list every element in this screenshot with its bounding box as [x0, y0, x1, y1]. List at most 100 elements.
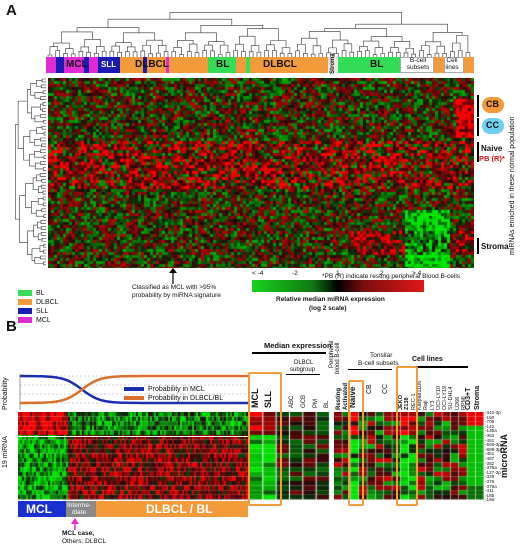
cb-label: CB — [486, 99, 499, 109]
colorbar-ticks: < -4 -2 1 2 > 4 — [252, 270, 424, 280]
cell-lines-rule — [398, 366, 468, 368]
group-label-bl-1: BL — [216, 59, 230, 70]
naive-highlight-box — [348, 380, 364, 506]
legend-swatch — [18, 317, 32, 324]
group-label-mcl: MCL — [66, 59, 88, 70]
median-col-gcb: GCB — [301, 394, 307, 408]
group-label-stroma: Stroma — [330, 53, 336, 74]
heatmap-divider — [18, 436, 248, 437]
mirna-row-label: -376a — [485, 465, 497, 471]
legend-swatch — [18, 290, 32, 297]
arrow-caption-1: Classified as MCL with >95% — [132, 284, 217, 291]
panel-b-letter: B — [6, 318, 17, 335]
colorbar-tick: > 4 — [412, 270, 422, 277]
footnote-pbr: *PB (R) indicate resting peripheral Bloo… — [322, 273, 461, 280]
median-expression-rule — [252, 352, 326, 354]
cell-lines-title: Cell lines — [412, 356, 443, 363]
naive-bracket — [477, 142, 479, 162]
intermediate-label-1: Interme- — [67, 502, 92, 509]
mcl-sll-highlight-box — [248, 372, 282, 506]
mirna-row-label: -135a — [485, 428, 497, 434]
legend-swatch — [18, 299, 32, 306]
median-col-abc: ABC — [289, 395, 295, 408]
median-col-bl: BL — [324, 400, 330, 408]
mirna-row-label: -127-3p — [485, 469, 501, 475]
group-label-dlbcl-2: DLBCL — [263, 59, 297, 70]
mirna-row-label: -150 — [485, 414, 495, 420]
colorbar-tick: 1 — [336, 270, 340, 277]
median-col-pm: PM — [313, 399, 319, 408]
expression-colorbar — [252, 280, 424, 292]
intermediate-group-bar — [66, 501, 96, 517]
mirna-row-label: -596-3p — [485, 442, 501, 448]
dlbcl-bl-group-bar — [96, 501, 248, 517]
microrna-axis-label: microRNA — [499, 433, 509, 478]
mcl-case-label: MCL case, — [62, 530, 95, 537]
cc-label: CC — [486, 120, 499, 130]
stroma-bracket — [477, 238, 479, 254]
dlbcl-subgroup-label-1: DLBCL — [294, 360, 314, 366]
mcl-case-others: Others: DLBCL — [62, 538, 107, 545]
intermediate-label-2: diate — [72, 509, 87, 516]
probability-legend: Probability in MCL Probability in DLBCL/B… — [124, 385, 223, 403]
mirna-row-label: -18b — [485, 492, 495, 498]
enriched-caption: miRNAs enriched in these normal populati… — [509, 116, 516, 255]
mirna-row-label: -19a — [485, 497, 495, 503]
mcl-group-label: MCL — [26, 502, 52, 516]
mirna-row-label: -709 — [485, 419, 495, 425]
row-dendrogram — [15, 78, 46, 266]
mcl-group-bar — [18, 501, 66, 517]
mirna-row-label: -487 — [485, 456, 495, 461]
sample-legend: BL DLBCL SLL MCL — [18, 289, 59, 325]
cc-bracket — [477, 118, 479, 136]
reference-profile-heatmap — [334, 412, 484, 500]
cd3-col: CD3+T — [465, 387, 472, 410]
tonsilar-label-2: B-cell subsets — [358, 360, 399, 367]
mcl-case-arrow-icon — [71, 518, 79, 530]
arrow-caption-2: probability by miRNA signature — [132, 292, 221, 299]
peripheral-label-2: blood B-cell — [335, 342, 341, 374]
cc-badge — [482, 118, 504, 134]
mirna-row-label: -342-3p — [485, 410, 501, 415]
mirna-row-label: -363 — [485, 433, 495, 438]
colorbar-title-1: Relative median miRNA expression — [276, 296, 385, 303]
panel-a-letter: A — [6, 2, 17, 19]
dlbcl-subgroup-label-2: subgroup — [290, 367, 316, 373]
sample-type-band — [46, 57, 474, 73]
legend-swatch — [18, 308, 32, 315]
group-label-bl-2: BL — [370, 59, 384, 70]
cb-badge — [482, 97, 504, 113]
colorbar-tick: -2 — [292, 270, 298, 277]
median-expression-title: Median expression — [264, 341, 332, 350]
prob-legend-item: Probability in MCL — [124, 385, 223, 394]
stroma-label: Stroma — [481, 242, 509, 251]
mirna-row-label: -411 — [485, 488, 494, 494]
naive-label: Naive — [481, 144, 503, 153]
colorbar-tick: < -4 — [252, 270, 264, 277]
mirna-row-label: -376a — [485, 483, 497, 489]
prob-legend-item: Probability in DLBCL/BL — [124, 394, 223, 403]
mirna-row-label: -451 — [485, 451, 495, 457]
pbr-label: PB (R)* — [479, 154, 505, 163]
legend-item-mcl: MCL — [18, 316, 59, 325]
mirna-row-label: -451 — [485, 437, 495, 443]
tonsil-col-cb: CB — [366, 384, 373, 394]
tonsil-col-cc: CC — [382, 383, 389, 394]
probability-label: Probability — [2, 377, 9, 410]
mirna-row-label: -382 — [485, 460, 495, 466]
tonsilar-label-1: Tonsilar — [370, 352, 393, 359]
legend-item-sll: SLL — [18, 307, 59, 316]
dlbcl-subgroup-rule — [286, 374, 320, 375]
colorbar-title-2: (log 2 scale) — [309, 305, 347, 312]
group-label-dlbcl-1: DLBCL — [135, 59, 169, 70]
stroma-col: Stroma — [474, 385, 481, 410]
group-label-bcell-subsets: B-cell subsets — [406, 57, 430, 71]
group-label-cell-lines: Cell lines — [445, 57, 459, 71]
legend-item-bl: BL — [18, 289, 59, 298]
arrow-up-icon — [169, 268, 177, 284]
mirna-row-label: -899-3p — [485, 446, 501, 452]
nineteen-mirna-label: 19 miRNA — [2, 436, 9, 468]
group-label-sll: SLL — [101, 60, 117, 69]
mirna-row-label: -142 — [485, 423, 495, 429]
legend-item-dlbcl: DLBCL — [18, 298, 59, 307]
